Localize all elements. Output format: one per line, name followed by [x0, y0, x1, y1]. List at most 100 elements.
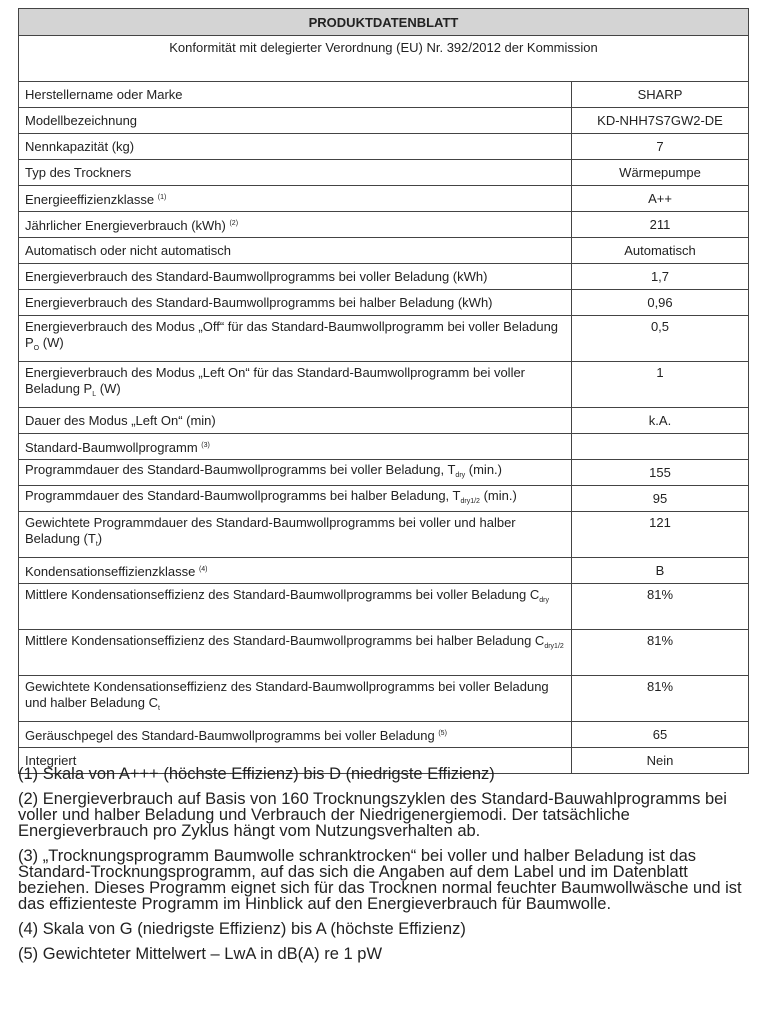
label-subscript: dry1/2 [460, 497, 480, 505]
table-row: Programmdauer des Standard-Baumwollprogr… [18, 459, 749, 486]
label-subscript: t [158, 705, 160, 712]
label-subscript: dry [455, 471, 466, 479]
label-subscript: t [95, 541, 98, 548]
label-text: Typ des Trockners [25, 164, 132, 180]
table-row: Gewichtete Programmdauer des Standard-Ba… [18, 511, 749, 558]
footnote-ref: (3) [201, 441, 210, 449]
label-text: Energieverbrauch des Standard-Baumwollpr… [25, 294, 493, 310]
row-value: 121 [571, 511, 749, 558]
label-suffix: (min.) [465, 461, 502, 477]
label-text: Energieverbrauch des Modus „Left On“ für… [25, 365, 526, 396]
row-value: 95 [571, 485, 749, 512]
label-text: Energieeffizienzklasse [25, 191, 158, 207]
row-label: Gewichtete Kondensationseffizienz des St… [18, 675, 572, 722]
table-row: Energieverbrauch des Standard-Baumwollpr… [18, 263, 749, 290]
row-label: Typ des Trockners [18, 159, 572, 186]
compliance-note: Konformität mit delegierter Verordnung (… [18, 35, 749, 82]
label-text: Standard-Baumwollprogramm [25, 439, 202, 455]
label-subscript: dry1/2 [544, 643, 564, 650]
table-row: Automatisch oder nicht automatisch Automa… [18, 237, 749, 264]
row-label: Programmdauer des Standard-Baumwollprogr… [18, 485, 572, 512]
row-value: Wärmepumpe [571, 159, 749, 186]
row-value: 211 [571, 211, 749, 238]
row-value: 81% [571, 583, 749, 630]
footnote-ref: (2) [229, 219, 239, 227]
row-label: Jährlicher Energieverbrauch (kWh) (2) [18, 211, 572, 238]
row-value: 7 [571, 133, 749, 160]
label-text: Gewichtete Programmdauer des Standard-Ba… [25, 515, 516, 546]
row-value: Automatisch [571, 237, 749, 264]
row-label: Energieverbrauch des Standard-Baumwollpr… [18, 289, 572, 316]
label-subscript: O [33, 345, 40, 352]
table-row: Kondensationseffizienzklasse (4) B [18, 557, 749, 584]
table-row: Gewichtete Kondensationseffizienz des St… [18, 675, 749, 722]
footnotes: (1) Skala von A+++ (höchste Effizienz) b… [18, 766, 753, 971]
table-row: Mittlere Kondensationseffizienz des Stan… [18, 629, 749, 676]
footnote-ref: (5) [438, 729, 447, 737]
table-row: Geräuschpegel des Standard-Baumwollprogr… [18, 721, 749, 748]
row-label: Standard-Baumwollprogramm (3) [18, 433, 572, 460]
row-value: 0,5 [571, 315, 749, 362]
label-text: Integriert [25, 752, 77, 768]
row-value: k.A. [571, 407, 749, 434]
table-row: Mittlere Kondensationseffizienz des Stan… [18, 583, 749, 630]
table-row: Integriert Nein [18, 747, 749, 774]
table-row: Jährlicher Energieverbrauch (kWh) (2) 211 [18, 211, 749, 238]
label-text: Geräuschpegel des Standard-Baumwollprogr… [25, 727, 439, 743]
row-label: Energieverbrauch des Modus „Left On“ für… [18, 361, 572, 408]
label-suffix: ) [97, 531, 103, 546]
table-row: Nennkapazität (kg) 7 [18, 133, 749, 160]
table-row: Energieverbrauch des Standard-Baumwollpr… [18, 289, 749, 316]
row-value: 81% [571, 675, 749, 722]
label-subscript: dry [539, 597, 549, 604]
row-value: A++ [571, 185, 749, 212]
footnote: (3) „Trocknungsprogramm Baumwolle schran… [18, 847, 742, 913]
label-text: Nennkapazität (kg) [25, 138, 135, 154]
row-value: 155 [571, 459, 749, 486]
footnote: (2) Energieverbrauch auf Basis von 160 T… [18, 790, 727, 840]
row-label: Mittlere Kondensationseffizienz des Stan… [18, 583, 572, 630]
label-suffix: (min.) [479, 487, 517, 503]
row-label: Energieverbrauch des Standard-Baumwollpr… [18, 263, 572, 290]
row-label: Dauer des Modus „Left On“ (min) [18, 407, 572, 434]
row-value: 1,7 [571, 263, 749, 290]
product-data-sheet-table: PRODUKTDATENBLATT Konformität mit delegi… [18, 8, 749, 774]
label-text: Mittlere Kondensationseffizienz des Stan… [25, 587, 540, 602]
row-value: Nein [571, 747, 749, 774]
row-label: Energieverbrauch des Modus „Off“ für das… [18, 315, 572, 362]
label-text: Mittlere Kondensationseffizienz des Stan… [25, 633, 545, 648]
label-subscript: L [92, 391, 97, 398]
label-text: Gewichtete Kondensationseffizienz des St… [25, 679, 549, 710]
table-row: Modellbezeichnung KD-NHH7S7GW2-DE [18, 107, 749, 134]
label-text: Kondensationseffizienzklasse [25, 563, 199, 579]
row-label: Programmdauer des Standard-Baumwollprogr… [18, 459, 572, 486]
label-text: Automatisch oder nicht automatisch [25, 242, 231, 258]
row-label: Geräuschpegel des Standard-Baumwollprogr… [18, 721, 572, 748]
footnote: (1) Skala von A+++ (höchste Effizienz) b… [18, 765, 495, 783]
row-value: 1 [571, 361, 749, 408]
row-label: Kondensationseffizienzklasse (4) [18, 557, 572, 584]
row-value: 65 [571, 721, 749, 748]
footnote-ref: (1) [157, 193, 167, 201]
label-suffix: (W) [39, 335, 64, 350]
footnote: (5) Gewichteter Mittelwert – LwA in dB(A… [18, 945, 383, 963]
label-text: Herstellername oder Marke [25, 86, 183, 102]
row-value: B [571, 557, 749, 584]
label-text: Energieverbrauch des Modus „Off“ für das… [25, 319, 559, 350]
table-row: Typ des Trockners Wärmepumpe [18, 159, 749, 186]
row-value [571, 433, 749, 460]
table-row: Standard-Baumwollprogramm (3) [18, 433, 749, 460]
label-suffix: (W) [96, 381, 121, 396]
row-label: Modellbezeichnung [18, 107, 572, 134]
table-row: Dauer des Modus „Left On“ (min) k.A. [18, 407, 749, 434]
table-row: Energieverbrauch des Modus „Left On“ für… [18, 361, 749, 408]
row-value: KD-NHH7S7GW2-DE [571, 107, 749, 134]
row-label: Automatisch oder nicht automatisch [18, 237, 572, 264]
label-text: Programmdauer des Standard-Baumwollprogr… [25, 461, 456, 477]
row-label: Herstellername oder Marke [18, 81, 572, 108]
label-text: Modellbezeichnung [25, 112, 138, 128]
table-row: Programmdauer des Standard-Baumwollprogr… [18, 485, 749, 512]
footnote-ref: (4) [198, 565, 208, 573]
label-text: Dauer des Modus „Left On“ (min) [25, 412, 216, 428]
row-label: Gewichtete Programmdauer des Standard-Ba… [18, 511, 572, 558]
